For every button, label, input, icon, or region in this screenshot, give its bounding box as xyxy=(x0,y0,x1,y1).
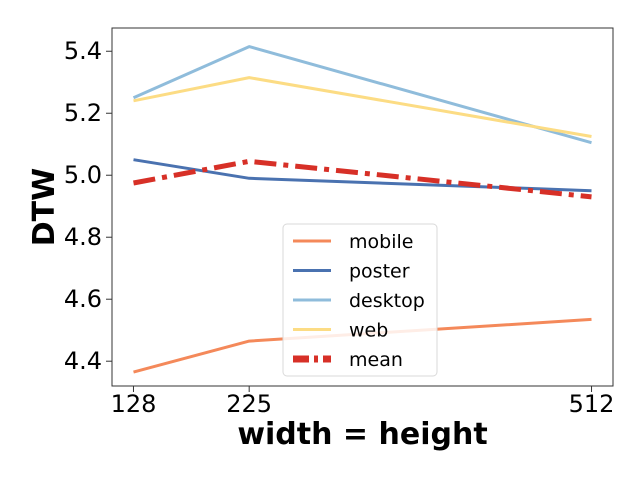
series-layer xyxy=(132,45,592,374)
y-tick-label: 4.8 xyxy=(64,223,102,251)
legend-label-poster: poster xyxy=(349,261,410,283)
series-line-mobile xyxy=(133,317,592,374)
x-axis-label: width = height xyxy=(237,417,487,452)
series-line-desktop xyxy=(132,45,592,145)
y-tick-label: 4.4 xyxy=(64,347,102,375)
legend-label-desktop: desktop xyxy=(349,290,425,312)
legend-label-mobile: mobile xyxy=(349,231,413,253)
plot-area-frame xyxy=(111,27,614,387)
legend-box xyxy=(282,223,438,377)
x-tick-label: 512 xyxy=(569,390,615,418)
legend-label-web: web xyxy=(349,320,388,342)
legend-label-mean: mean xyxy=(349,349,403,371)
y-tick-label: 5.2 xyxy=(64,99,102,127)
series-line-poster xyxy=(133,158,592,193)
x-tick-label: 128 xyxy=(111,390,157,418)
y-tick-label: 5.0 xyxy=(64,161,102,189)
y-tick-label: 4.6 xyxy=(64,285,102,313)
y-tick-label: 5.4 xyxy=(64,37,102,65)
axis-ticks: 4.4 4.6 4.8 5.0 5.2 5.4 128 225 512 xyxy=(64,37,615,418)
y-axis-label: DTW xyxy=(27,168,62,246)
series-line-mean xyxy=(133,158,592,200)
legend: mobile poster desktop web mean xyxy=(282,223,438,377)
x-tick-label: 225 xyxy=(226,390,272,418)
series-line-web xyxy=(133,76,592,138)
